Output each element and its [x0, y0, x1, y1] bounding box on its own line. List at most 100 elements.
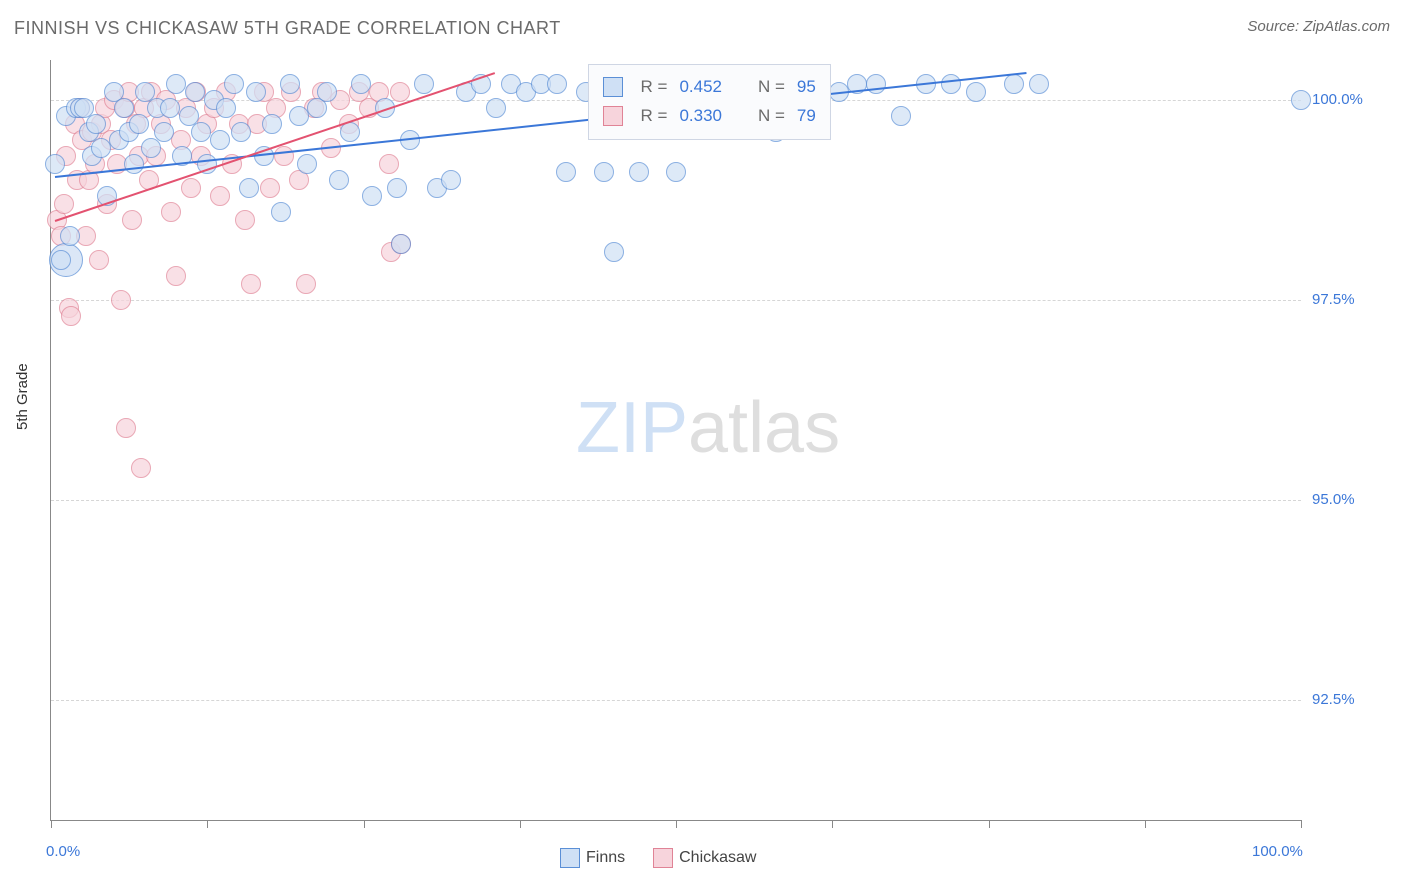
- corr-r-value: 0.452: [679, 73, 722, 102]
- source-prefix: Source:: [1247, 18, 1303, 35]
- scatter-point: [387, 178, 407, 198]
- swatch-icon: [560, 848, 580, 868]
- x-tick: [832, 820, 833, 828]
- legend-item: Finns: [560, 848, 625, 868]
- scatter-point: [210, 130, 230, 150]
- scatter-point: [161, 202, 181, 222]
- scatter-point: [866, 74, 886, 94]
- scatter-point: [271, 202, 291, 222]
- corr-n-label: N =: [758, 73, 785, 102]
- scatter-point: [235, 210, 255, 230]
- scatter-point: [390, 82, 410, 102]
- swatch-icon: [603, 106, 623, 126]
- scatter-point: [1291, 90, 1311, 110]
- correlation-legend-box: R = 0.452N = 95R = 0.330N = 79: [588, 64, 831, 140]
- scatter-point: [329, 170, 349, 190]
- scatter-point: [191, 122, 211, 142]
- chart-title: FINNISH VS CHICKASAW 5TH GRADE CORRELATI…: [14, 18, 561, 39]
- source-attribution: Source: ZipAtlas.com: [1247, 18, 1390, 35]
- x-tick: [364, 820, 365, 828]
- scatter-point: [116, 418, 136, 438]
- scatter-point: [351, 74, 371, 94]
- legend-label: Chickasaw: [679, 849, 756, 866]
- scatter-point: [296, 274, 316, 294]
- scatter-point: [317, 82, 337, 102]
- correlation-row: R = 0.452 N = 95: [603, 73, 816, 102]
- scatter-point: [1004, 74, 1024, 94]
- scatter-plot-area: ZIPatlas: [50, 60, 1301, 821]
- scatter-point: [280, 74, 300, 94]
- scatter-point: [86, 114, 106, 134]
- corr-r-label: R =: [641, 102, 668, 131]
- scatter-point: [122, 210, 142, 230]
- swatch-icon: [603, 77, 623, 97]
- scatter-point: [181, 178, 201, 198]
- scatter-point: [1029, 74, 1049, 94]
- x-tick: [676, 820, 677, 828]
- x-tick: [989, 820, 990, 828]
- scatter-point: [441, 170, 461, 190]
- legend-item: Chickasaw: [653, 848, 756, 868]
- x-tick-label: 100.0%: [1252, 843, 1303, 860]
- scatter-point: [231, 122, 251, 142]
- y-tick-label: 97.5%: [1312, 291, 1355, 308]
- scatter-point: [547, 74, 567, 94]
- scatter-point: [114, 98, 134, 118]
- scatter-point: [210, 186, 230, 206]
- scatter-point: [246, 82, 266, 102]
- scatter-point: [274, 146, 294, 166]
- y-tick-label: 92.5%: [1312, 691, 1355, 708]
- scatter-point: [604, 242, 624, 262]
- source-name: ZipAtlas.com: [1303, 18, 1390, 35]
- scatter-point: [289, 106, 309, 126]
- scatter-point: [89, 250, 109, 270]
- scatter-point: [391, 234, 411, 254]
- scatter-point: [141, 138, 161, 158]
- corr-n-label: N =: [758, 102, 785, 131]
- scatter-point: [124, 154, 144, 174]
- scatter-point: [362, 186, 382, 206]
- corr-n-value: 95: [797, 73, 816, 102]
- scatter-point: [594, 162, 614, 182]
- scatter-point: [160, 98, 180, 118]
- watermark: ZIPatlas: [576, 387, 840, 469]
- x-tick: [207, 820, 208, 828]
- corr-r-label: R =: [641, 73, 668, 102]
- x-tick: [1301, 820, 1302, 828]
- scatter-point: [239, 178, 259, 198]
- scatter-point: [941, 74, 961, 94]
- grid-line: [51, 500, 1301, 501]
- scatter-point: [60, 226, 80, 246]
- scatter-point: [154, 122, 174, 142]
- scatter-point: [891, 106, 911, 126]
- y-tick-label: 95.0%: [1312, 491, 1355, 508]
- scatter-point: [414, 74, 434, 94]
- watermark-atlas: atlas: [688, 388, 840, 468]
- scatter-point: [486, 98, 506, 118]
- scatter-point: [224, 74, 244, 94]
- scatter-point: [262, 114, 282, 134]
- scatter-point: [111, 290, 131, 310]
- y-tick-label: 100.0%: [1312, 91, 1363, 108]
- x-tick-label: 0.0%: [46, 843, 80, 860]
- scatter-point: [216, 98, 236, 118]
- swatch-icon: [653, 848, 673, 868]
- watermark-zip: ZIP: [576, 388, 688, 468]
- scatter-point: [129, 114, 149, 134]
- scatter-point: [666, 162, 686, 182]
- y-axis-title: 5th Grade: [14, 363, 31, 430]
- scatter-point: [556, 162, 576, 182]
- scatter-point: [260, 178, 280, 198]
- grid-line: [51, 300, 1301, 301]
- scatter-point: [379, 154, 399, 174]
- correlation-row: R = 0.330N = 79: [603, 102, 816, 131]
- scatter-point: [629, 162, 649, 182]
- scatter-point: [166, 266, 186, 286]
- scatter-point: [966, 82, 986, 102]
- legend-label: Finns: [586, 849, 625, 866]
- corr-r-value: 0.330: [679, 102, 722, 131]
- scatter-point: [45, 154, 65, 174]
- grid-line: [51, 700, 1301, 701]
- x-tick: [51, 820, 52, 828]
- scatter-point: [241, 274, 261, 294]
